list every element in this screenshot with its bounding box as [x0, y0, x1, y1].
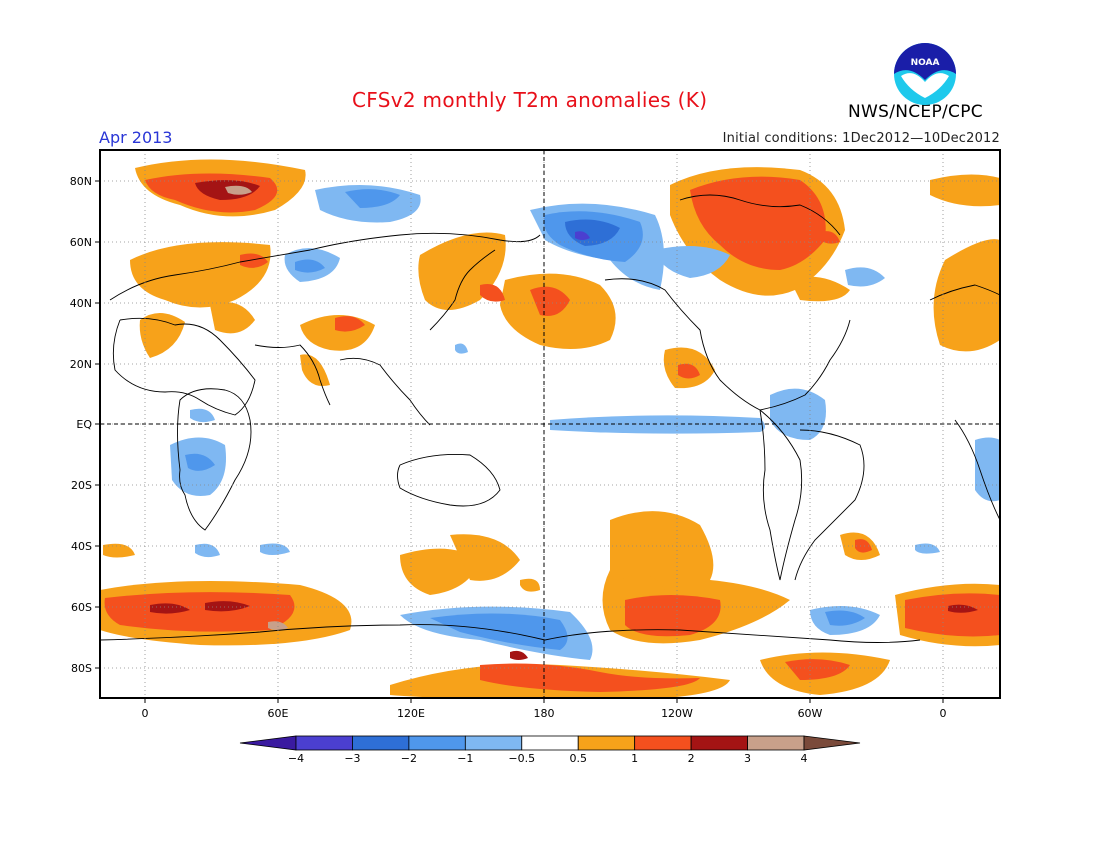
colorbar-high-extension [803, 735, 861, 751]
plot-title: CFSv2 monthly T2m anomalies (K) [352, 88, 708, 112]
longitude-tick-label: 60W [798, 707, 823, 720]
colorbar-swatch [352, 735, 410, 751]
colorbar-swatch [577, 735, 636, 751]
latitude-tick-label: EQ [76, 418, 92, 431]
latitude-tick-label: 40S [71, 540, 92, 553]
colorbar-swatch [747, 735, 805, 751]
coastlines [100, 194, 1000, 643]
colorbar-swatch [690, 735, 748, 751]
colorbar-label: −2 [401, 752, 417, 765]
colorbar-label: 2 [688, 752, 695, 765]
latitude-tick-label: 80N [70, 175, 92, 188]
colorbar-label: 4 [801, 752, 808, 765]
longitude-tick-label: 120W [661, 707, 693, 720]
colorbar-swatch [295, 735, 353, 751]
noaa-logo-text: NOAA [911, 58, 940, 68]
longitude-tick-label: 120E [397, 707, 425, 720]
noaa-logo: NOAA [894, 43, 956, 105]
latitude-tick-label: 40N [70, 297, 92, 310]
strong-warm-anomaly-shading [104, 173, 1000, 692]
colorbar-swatch [521, 735, 579, 751]
colorbar-label: −1 [457, 752, 473, 765]
colorbar-label: −4 [288, 752, 304, 765]
latitude-axis: 80N 60N 40N 20N EQ 20S 40S 60S 80S [70, 175, 100, 675]
latitude-tick-label: 60N [70, 236, 92, 249]
valid-month-label: Apr 2013 [99, 128, 173, 147]
longitude-axis: 0 60E 120E 180 120W 60W 0 [142, 698, 947, 720]
agency-label: NWS/NCEP/CPC [848, 102, 983, 122]
colorbar: −4 −3 −2 −1 −0.5 0.5 1 2 3 4 [239, 735, 861, 765]
longitude-tick-label: 180 [534, 707, 555, 720]
colorbar-label: 1 [631, 752, 638, 765]
colorbar-label: −0.5 [508, 752, 535, 765]
colorbar-swatch [634, 735, 692, 751]
latitude-tick-label: 60S [71, 601, 92, 614]
latitude-tick-label: 80S [71, 662, 92, 675]
colorbar-label: 3 [744, 752, 751, 765]
colorbar-label: 0.5 [569, 752, 587, 765]
initial-conditions-label: Initial conditions: 1Dec2012—10Dec2012 [722, 131, 1000, 146]
latitude-tick-label: 20S [71, 479, 92, 492]
extreme-warm-anomaly-shading [150, 180, 978, 660]
latitude-tick-label: 20N [70, 358, 92, 371]
colorbar-swatch [464, 735, 523, 751]
colorbar-label: −3 [344, 752, 360, 765]
colorbar-swatch [408, 735, 466, 751]
colorbar-low-extension [239, 735, 297, 751]
longitude-tick-label: 0 [940, 707, 947, 720]
longitude-tick-label: 60E [268, 707, 289, 720]
strong-cool-anomaly-shading [565, 219, 620, 246]
longitude-tick-label: 0 [142, 707, 149, 720]
